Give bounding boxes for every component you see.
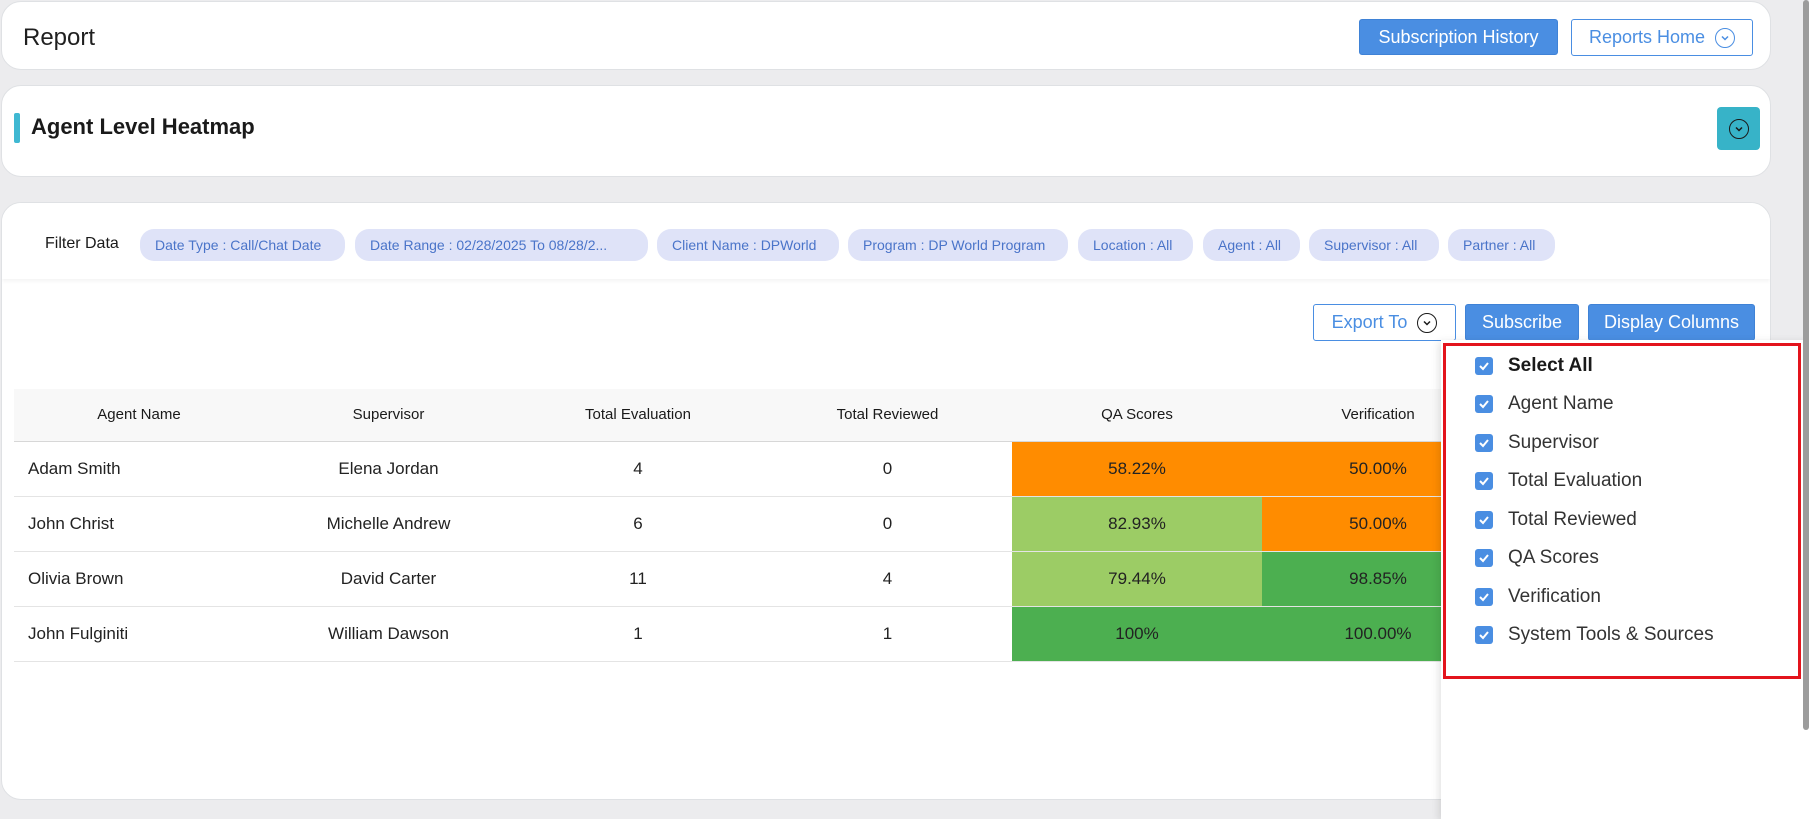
filter-data-label: Filter Data: [45, 235, 119, 252]
total-reviewed-cell: 0: [763, 441, 1012, 497]
column-option-select-all[interactable]: Select All: [1475, 355, 1593, 377]
agent-name-cell: Adam Smith: [14, 441, 264, 497]
column-option-label: Agent Name: [1508, 393, 1614, 414]
column-header-total-evaluation[interactable]: Total Evaluation: [513, 389, 763, 442]
supervisor-cell: David Carter: [264, 551, 513, 607]
agent-name-cell: Olivia Brown: [14, 551, 264, 607]
column-header-agent-name[interactable]: Agent Name: [14, 389, 264, 442]
filter-chip-supervisor[interactable]: Supervisor : All: [1309, 229, 1439, 261]
section-title: Agent Level Heatmap: [31, 114, 255, 139]
page-title: Report: [23, 24, 96, 51]
filter-chip-date-range[interactable]: Date Range : 02/28/2025 To 08/28/2...: [355, 229, 648, 261]
column-option-agent-name[interactable]: Agent Name: [1475, 393, 1614, 415]
checkbox-checked-icon[interactable]: [1475, 357, 1493, 375]
column-option-label: Supervisor: [1508, 432, 1599, 453]
qa-score-cell: 58.22%: [1012, 441, 1262, 497]
report-header: Report Subscription History Reports Home: [1, 1, 1771, 70]
filter-chip-program[interactable]: Program : DP World Program: [848, 229, 1068, 261]
heatmap-title-card: Agent Level Heatmap: [1, 85, 1771, 177]
qa-score-cell: 100%: [1012, 606, 1262, 662]
chevron-down-icon: [1728, 118, 1749, 139]
column-option-label: System Tools & Sources: [1508, 624, 1714, 645]
column-header-supervisor[interactable]: Supervisor: [264, 389, 513, 442]
chevron-down-icon: [1715, 27, 1736, 48]
heatmap-table: Agent Name Supervisor Total Evaluation T…: [14, 389, 1494, 662]
chevron-down-icon: [1417, 312, 1438, 333]
total-evaluation-cell: 1: [513, 606, 763, 662]
total-evaluation-cell: 6: [513, 496, 763, 552]
display-columns-dropdown: [1441, 340, 1809, 819]
qa-score-cell: 82.93%: [1012, 496, 1262, 552]
table-row: Olivia Brown David Carter 11 4 79.44% 98…: [14, 551, 1494, 607]
checkbox-checked-icon[interactable]: [1475, 511, 1493, 529]
column-option-total-evaluation[interactable]: Total Evaluation: [1475, 470, 1642, 492]
supervisor-cell: Elena Jordan: [264, 441, 513, 497]
column-option-label: QA Scores: [1508, 547, 1599, 568]
table-row: John Fulginiti William Dawson 1 1 100% 1…: [14, 606, 1494, 662]
column-option-verification[interactable]: Verification: [1475, 586, 1601, 608]
subscription-history-button[interactable]: Subscription History: [1359, 19, 1558, 55]
column-option-total-reviewed[interactable]: Total Reviewed: [1475, 509, 1637, 531]
total-reviewed-cell: 0: [763, 496, 1012, 552]
checkbox-checked-icon[interactable]: [1475, 434, 1493, 452]
table-row: John Christ Michelle Andrew 6 0 82.93% 5…: [14, 496, 1494, 552]
collapse-section-button[interactable]: [1717, 107, 1760, 150]
column-header-total-reviewed[interactable]: Total Reviewed: [763, 389, 1012, 442]
checkbox-checked-icon[interactable]: [1475, 626, 1493, 644]
title-accent-bar: [14, 113, 20, 143]
column-option-label: Select All: [1508, 355, 1593, 376]
display-columns-button[interactable]: Display Columns: [1588, 304, 1755, 341]
filter-chip-partner[interactable]: Partner : All: [1448, 229, 1555, 261]
checkbox-checked-icon[interactable]: [1475, 588, 1493, 606]
filter-chip-date-type[interactable]: Date Type : Call/Chat Date: [140, 229, 345, 261]
filter-chip-client-name[interactable]: Client Name : DPWorld: [657, 229, 839, 261]
filter-bar: Filter Data Date Type : Call/Chat Date D…: [2, 203, 1770, 279]
total-reviewed-cell: 4: [763, 551, 1012, 607]
reports-home-label: Reports Home: [1588, 27, 1706, 47]
column-option-system-tools-sources[interactable]: System Tools & Sources: [1475, 624, 1714, 646]
reports-home-button[interactable]: Reports Home: [1571, 19, 1753, 56]
checkbox-checked-icon[interactable]: [1475, 395, 1493, 413]
table-header-row: Agent Name Supervisor Total Evaluation T…: [14, 389, 1494, 442]
column-option-qa-scores[interactable]: QA Scores: [1475, 547, 1599, 569]
filter-chip-location[interactable]: Location : All: [1078, 229, 1193, 261]
export-to-label: Export To: [1331, 312, 1408, 332]
checkbox-checked-icon[interactable]: [1475, 472, 1493, 490]
agent-name-cell: John Fulginiti: [14, 606, 264, 662]
column-header-qa-scores[interactable]: QA Scores: [1012, 389, 1262, 442]
total-reviewed-cell: 1: [763, 606, 1012, 662]
column-option-label: Total Evaluation: [1508, 470, 1643, 491]
agent-name-cell: John Christ: [14, 496, 264, 552]
page-scrollbar[interactable]: [1803, 0, 1809, 730]
supervisor-cell: William Dawson: [264, 606, 513, 662]
supervisor-cell: Michelle Andrew: [264, 496, 513, 552]
total-evaluation-cell: 4: [513, 441, 763, 497]
subscribe-button[interactable]: Subscribe: [1465, 304, 1579, 341]
column-option-supervisor[interactable]: Supervisor: [1475, 432, 1599, 454]
checkbox-checked-icon[interactable]: [1475, 549, 1493, 567]
table-row: Adam Smith Elena Jordan 4 0 58.22% 50.00…: [14, 441, 1494, 497]
total-evaluation-cell: 11: [513, 551, 763, 607]
qa-score-cell: 79.44%: [1012, 551, 1262, 607]
export-to-button[interactable]: Export To: [1313, 304, 1456, 341]
column-option-label: Verification: [1508, 586, 1601, 607]
column-option-label: Total Reviewed: [1508, 509, 1637, 530]
filter-chip-agent[interactable]: Agent : All: [1203, 229, 1300, 261]
